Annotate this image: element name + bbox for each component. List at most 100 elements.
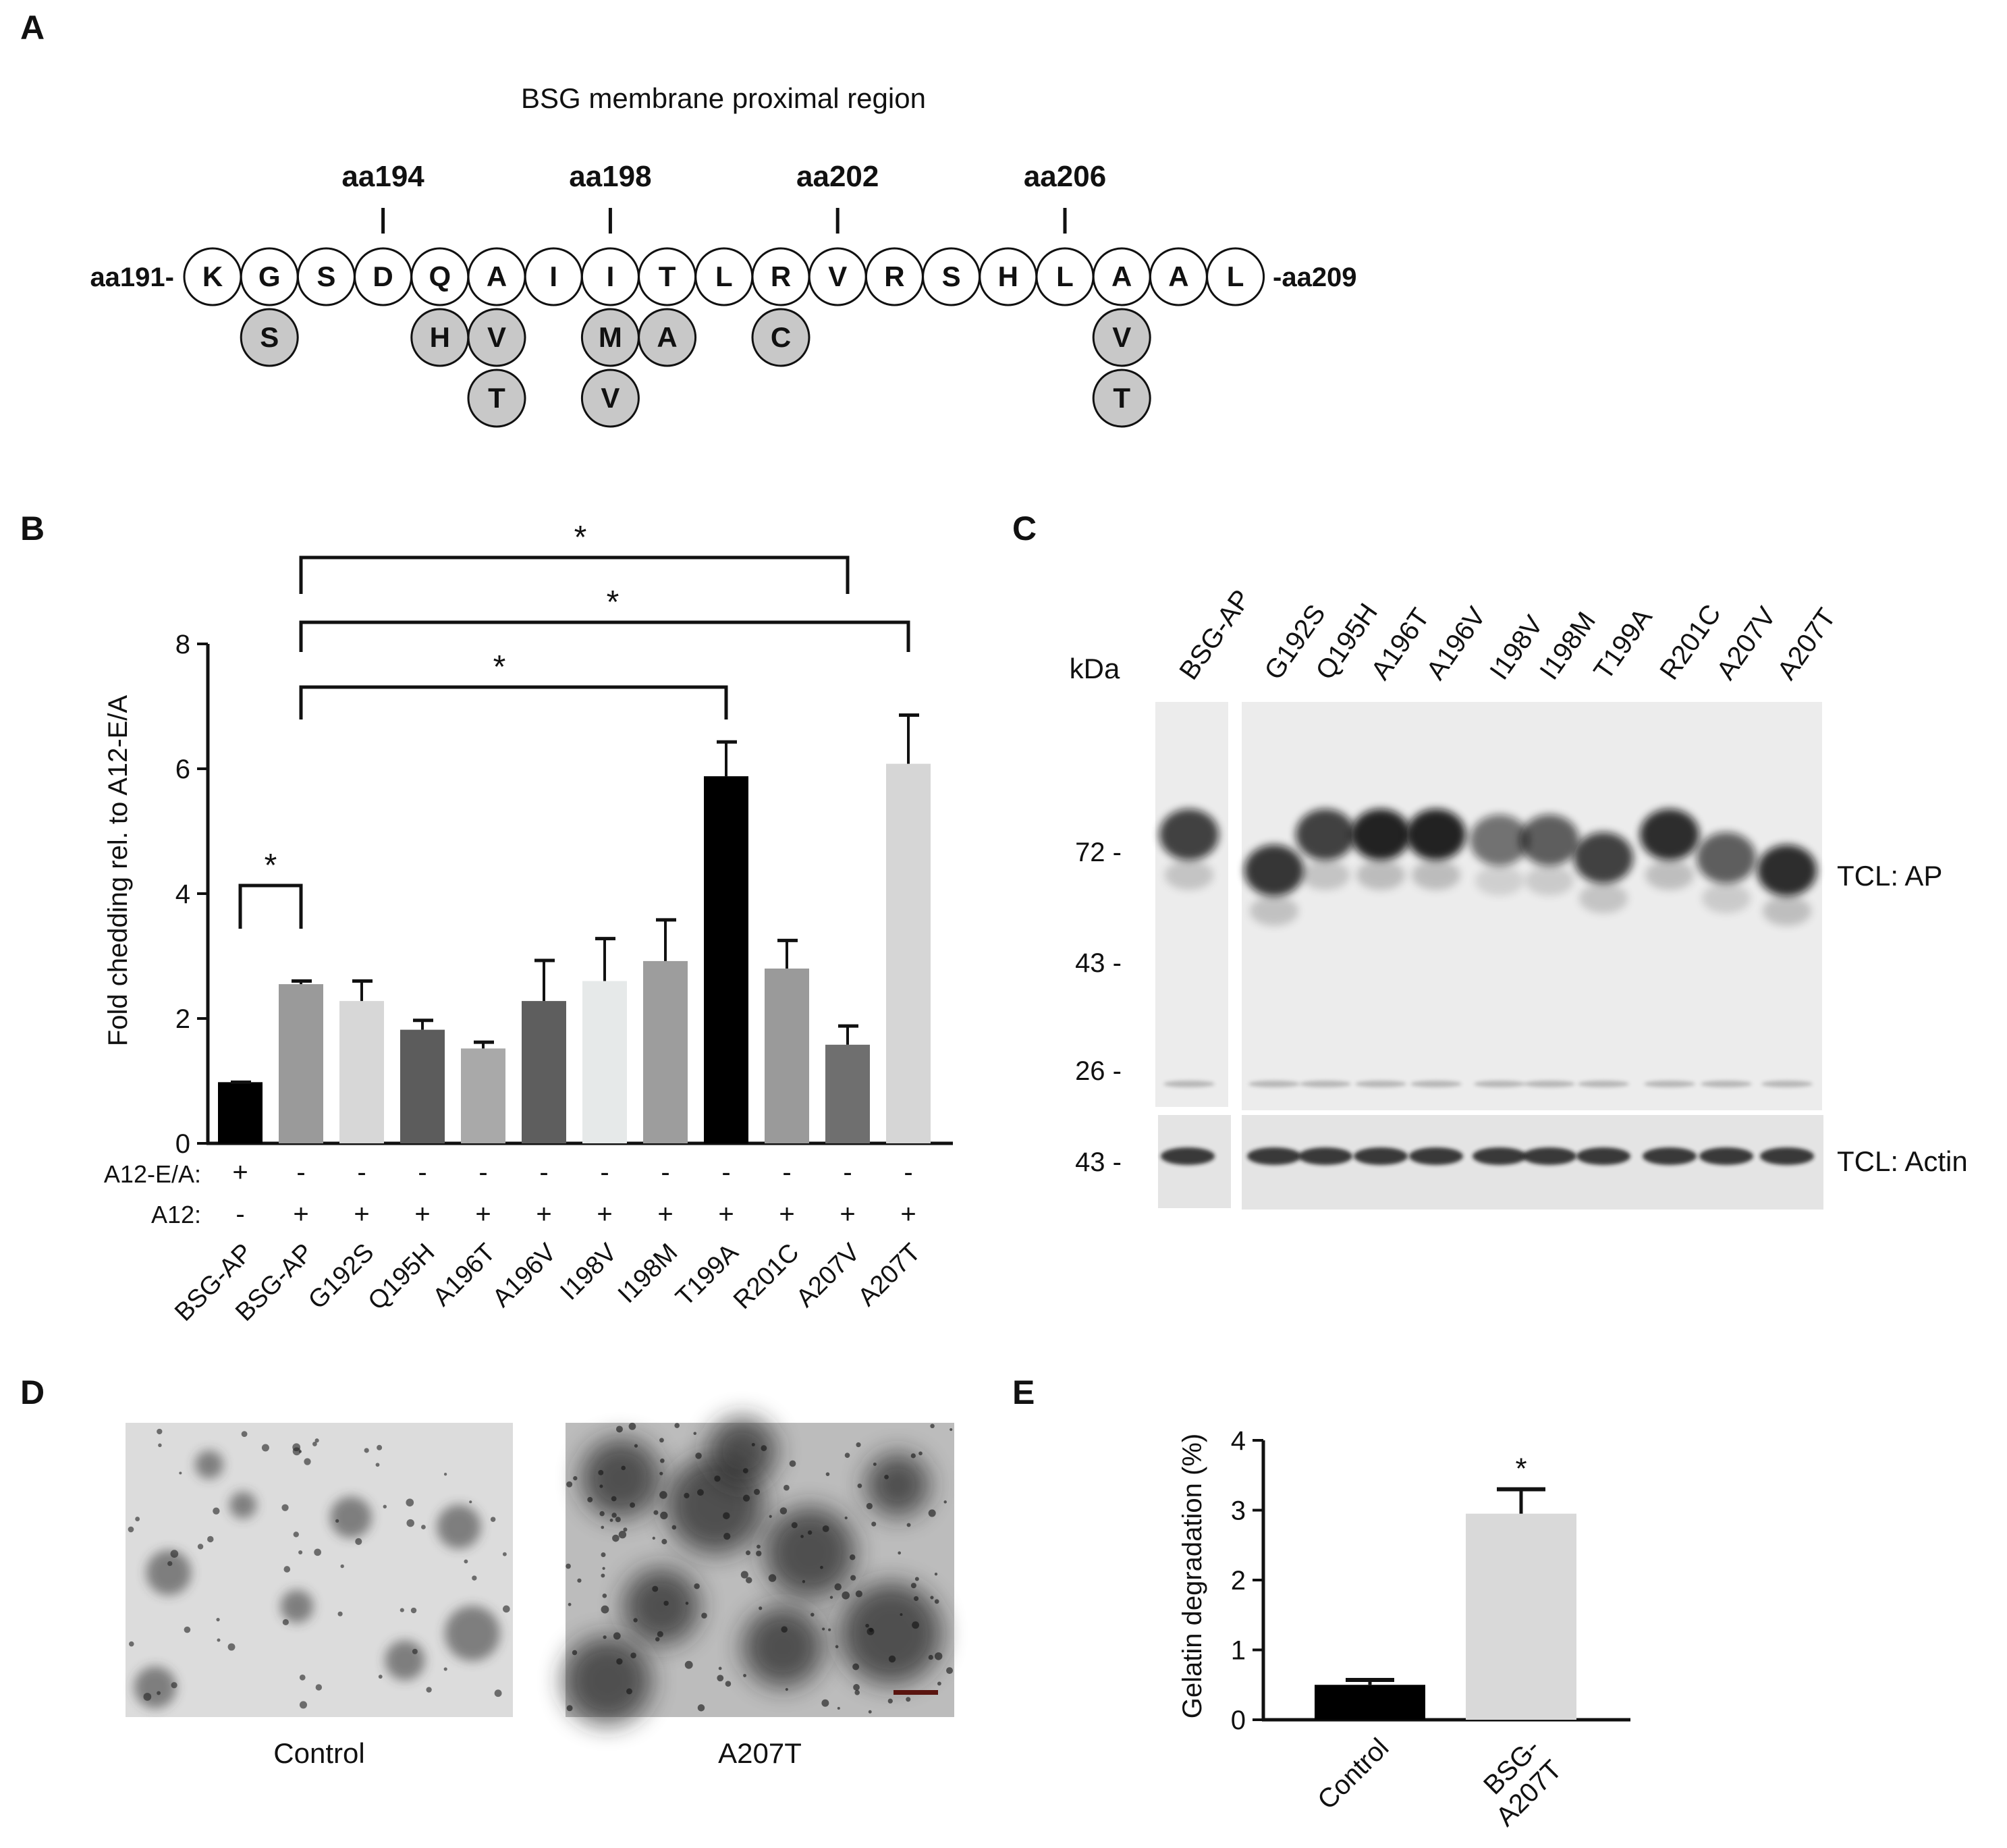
degradation-speck [663, 1600, 669, 1606]
matrix-speck [490, 1517, 496, 1522]
protein-band-smear [1165, 860, 1213, 890]
degradation-speck [661, 1539, 667, 1545]
degradation-speck [652, 1585, 659, 1592]
bar [339, 1001, 384, 1143]
sign-a12: + [414, 1199, 430, 1229]
bar [765, 969, 809, 1143]
degradation-speck [910, 1453, 916, 1459]
matrix-speck [197, 1544, 204, 1550]
protein-band [1574, 832, 1633, 884]
degradation-speck [652, 1536, 655, 1540]
degradation-area [742, 1606, 824, 1688]
degradation-speck [603, 1635, 607, 1639]
mutant-residue-letter: V [487, 321, 506, 353]
y-tick-label: 6 [175, 755, 190, 784]
bar [218, 1082, 263, 1143]
matrix-speck [170, 1550, 179, 1558]
degradation-speck [789, 1460, 796, 1467]
position-label: aa198 [569, 160, 651, 193]
degradation-speck [913, 1596, 919, 1602]
degradation-speck [914, 1577, 919, 1581]
matrix-speck [157, 1691, 161, 1695]
degradation-speck [609, 1519, 613, 1522]
category-label: A207V [791, 1238, 866, 1313]
matrix-speck [464, 1559, 468, 1564]
degradation-speck [837, 1706, 840, 1710]
degradation-speck [684, 1492, 690, 1498]
degradation-speck [930, 1423, 935, 1429]
bar [1466, 1513, 1576, 1720]
panel-a-sequence-diagram: BSG membrane proximal region aa191- -aa2… [90, 82, 1357, 428]
protein-band-smear [1645, 860, 1694, 890]
blot-label-tcl-actin: TCL: Actin [1837, 1145, 1968, 1177]
sign-a12: + [840, 1199, 855, 1229]
kda-label: kDa [1070, 653, 1120, 684]
category-label: R201C [728, 1239, 804, 1315]
matrix-speck [494, 1689, 502, 1697]
faint-band [1474, 1081, 1525, 1087]
sign-a12-ea: - [478, 1158, 487, 1187]
matrix-speck [227, 1643, 236, 1651]
degradation-speck [717, 1675, 724, 1682]
matrix-speck [283, 1566, 291, 1573]
blot-label-tcl-ap: TCL: AP [1837, 860, 1942, 892]
degradation-speck [599, 1511, 605, 1517]
matrix-speck [293, 1531, 299, 1538]
degradation-speck [723, 1532, 731, 1540]
degradation-speck [742, 1468, 748, 1473]
residue-letter: H [998, 261, 1018, 292]
significance-marker: * [265, 848, 277, 884]
position-label: aa194 [341, 160, 424, 193]
degradation-speck [628, 1422, 636, 1430]
degradation-speck [852, 1663, 860, 1670]
matrix-spot [194, 1450, 224, 1479]
matrix-speck [337, 1611, 343, 1616]
degradation-speck [844, 1452, 850, 1459]
matrix-spot [146, 1550, 192, 1596]
mutant-residue-circle [467, 369, 526, 428]
actin-band [1354, 1147, 1408, 1165]
mutant-residue-circle [1092, 369, 1151, 428]
degradation-speck [943, 1500, 947, 1504]
degradation-speck [871, 1521, 877, 1527]
panel-letter-a: A [20, 9, 45, 47]
protein-band-smear [1250, 896, 1298, 926]
y-tick-label: 4 [175, 879, 190, 909]
degradation-speck [630, 1502, 636, 1508]
degradation-speck [807, 1530, 813, 1535]
matrix-speck [207, 1536, 214, 1543]
sign-a12: + [779, 1199, 794, 1229]
residue-letter: V [828, 261, 847, 292]
degradation-speck [856, 1442, 861, 1448]
protein-band-smear [1301, 860, 1350, 890]
matrix-speck [128, 1641, 134, 1647]
residue-letter: A [1111, 261, 1132, 292]
matrix-speck [400, 1608, 404, 1612]
degradation-speck [566, 1705, 573, 1712]
degradation-speck [693, 1432, 697, 1436]
row-label-a12: A12: [151, 1201, 201, 1228]
degradation-speck [697, 1704, 705, 1712]
degradation-speck [653, 1510, 659, 1515]
degradation-speck [566, 1563, 571, 1569]
micrograph-caption-a207t: A207T [718, 1737, 802, 1769]
sign-a12: + [718, 1199, 734, 1229]
degradation-speck [612, 1534, 620, 1542]
protein-band [1470, 814, 1529, 866]
degradation-speck [928, 1654, 933, 1660]
y-tick-label: 4 [1231, 1426, 1246, 1456]
panel-b-bar-chart: Fold chedding rel. to A12-E/A 0 2 4 6 8 * * * *… [103, 520, 953, 1327]
protein-band [1159, 809, 1219, 861]
degradation-speck [834, 1583, 842, 1591]
matrix-speck [406, 1498, 414, 1506]
faint-band [1163, 1081, 1215, 1087]
matrix-speck [383, 1504, 387, 1509]
degradation-speck [751, 1442, 755, 1446]
mw-marker: 43 - [1075, 948, 1122, 978]
actin-band [1247, 1147, 1301, 1165]
degradation-speck [768, 1574, 777, 1582]
panel-a-title: BSG membrane proximal region [521, 82, 926, 114]
residue-letter: S [942, 261, 961, 292]
degradation-speck [822, 1627, 825, 1631]
